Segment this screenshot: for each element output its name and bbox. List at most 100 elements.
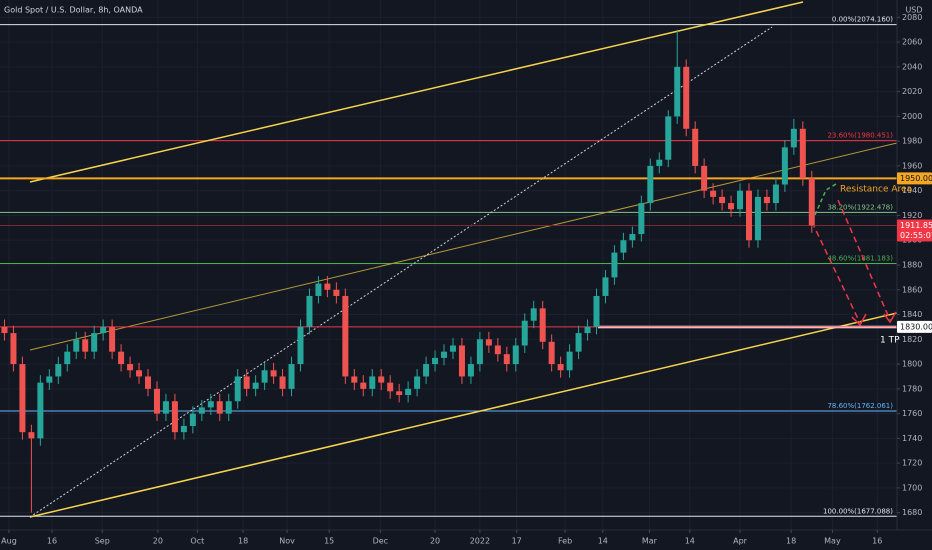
y-tick-label: 2020 [902,87,922,96]
candle-body [566,351,573,371]
y-tick-label: 1700 [902,483,922,492]
candle-body [378,376,385,383]
x-tick-label: Sep [95,537,110,546]
x-tick-label: 18 [786,537,796,546]
candle-body [73,339,80,352]
candle-body [405,388,412,396]
y-tick-label: 2080 [902,13,922,22]
fib-label: 100.00%(1677.088) [823,507,893,515]
candle-body [315,283,322,296]
candle-body [19,364,26,433]
candle-body [575,333,582,352]
x-tick-label: Feb [558,537,572,546]
y-tick-label: 2060 [902,38,922,47]
y-tick-label: 2040 [902,62,922,71]
candle-body [28,432,35,439]
candle-body [701,165,708,191]
candle-body [548,341,555,365]
candle-body [754,196,761,241]
candle-body [485,339,492,346]
channel-upper [29,1,804,183]
candle-body [396,391,403,396]
candle-body [288,364,295,389]
candle-body [719,196,726,204]
candle-body [369,376,376,389]
projection-arrow [811,221,861,324]
y-tick-label: 1840 [902,310,922,319]
y-tick-label: 1980 [902,137,922,146]
candle-body [387,382,394,392]
x-tick-label: Apr [733,537,748,546]
candle-body [37,382,44,439]
y-tick-label: 1760 [902,409,922,418]
annotation: 1 TP [880,336,900,346]
candle-body [333,289,340,296]
x-tick-label: 2022 [470,537,490,546]
candle-body [602,277,609,296]
candle-body [162,401,169,414]
candle-body [360,382,367,389]
candle-body [351,376,358,383]
y-tick-label: 1960 [902,161,922,170]
candle-body [297,326,304,365]
chart-title: Gold Spot / U.S. Dollar, 8h, OANDA [4,6,143,15]
candle-body [261,370,268,383]
candle-body [808,178,815,226]
x-tick-label: 20 [430,537,440,546]
x-tick-label: 14 [598,537,608,546]
candle-body [494,345,501,355]
candle-body [118,351,125,365]
candle-body [799,128,806,179]
candle-body [512,345,519,365]
candle-body [790,128,797,148]
y-tick-label: 1780 [902,384,922,393]
candle-body [216,401,223,414]
candle-body [82,339,89,352]
candle-body [763,196,770,204]
candle-body [100,326,107,334]
candle-body [656,159,663,166]
fib-label: 23.60%(1980.451) [827,132,893,140]
candle-body [279,376,286,389]
arrow-head [883,311,897,324]
candle-body [136,370,143,377]
fib-trend [29,26,773,518]
candle-body [109,326,116,352]
candle-body [252,382,259,389]
y-tick-label: 1800 [902,360,922,369]
fib-label: 48.60%(1881.183) [827,255,893,263]
candle-body [458,345,465,377]
candle-body [64,351,71,365]
candle-body [476,339,483,365]
candle-body [1,326,8,334]
x-tick-label: 18 [238,537,248,546]
axes: 1680170017201740176017801800182018401860… [1,13,922,546]
candle-body [530,308,537,321]
candle-body [503,354,510,365]
candle-body [180,425,187,433]
candle-body [234,376,241,402]
y-tick-label: 1920 [902,211,922,220]
price-tag [897,320,932,333]
candles [1,29,815,513]
arrow-head [851,313,867,327]
candle-body [467,364,474,377]
candle-body [683,66,690,129]
candle-body [647,165,654,204]
countdown: 02:55:07 [900,231,932,240]
candle-body [692,128,699,166]
candle-body [225,401,232,414]
price-tag-label: 1950.000 [900,174,932,183]
candle-body [593,295,600,327]
x-tick-label: Oct [190,537,204,546]
x-tick-label: Aug [1,537,17,546]
candle-body [189,413,196,426]
candle-body [441,351,448,358]
candle-body [306,295,313,327]
channel-lower [29,312,898,518]
currency: USD [905,6,922,15]
x-tick-label: 15 [324,537,334,546]
